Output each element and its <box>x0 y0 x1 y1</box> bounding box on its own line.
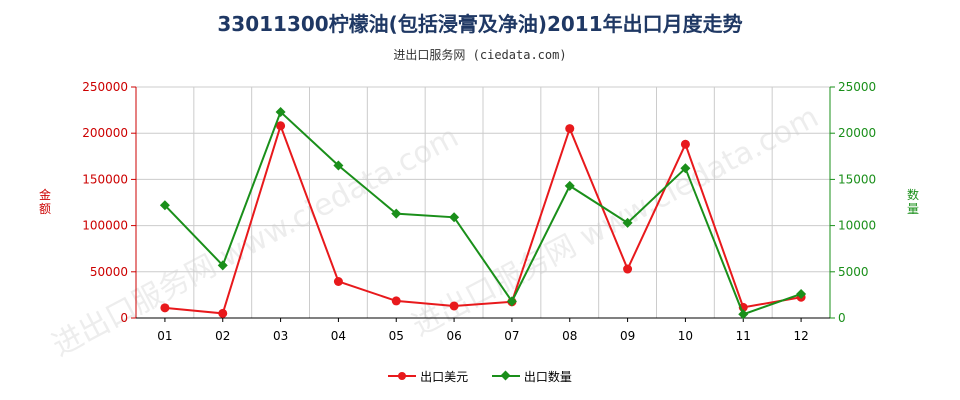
series-1-point-3 <box>333 160 344 171</box>
legend-label-export-value: 出口美元 <box>420 369 469 384</box>
right-tick-label-0: 0 <box>838 311 846 325</box>
grid <box>135 86 831 319</box>
right-axis-label: 数量 <box>906 188 919 216</box>
x-tick-label-11: 12 <box>793 329 808 343</box>
series-0-point-2 <box>276 121 286 131</box>
x-tick-label-9: 10 <box>678 329 693 343</box>
x-tick-label-0: 01 <box>157 329 172 343</box>
series <box>159 106 807 320</box>
right-tick-label-5: 25000 <box>838 80 876 94</box>
legend-item-export-qty[interactable]: 出口数量 <box>491 368 572 385</box>
right-tick-label-1: 5000 <box>838 265 869 279</box>
series-1-point-10 <box>738 309 749 320</box>
left-tick-label-5: 250000 <box>82 80 128 94</box>
legend-label-export-qty: 出口数量 <box>523 369 572 384</box>
x-tick-label-1: 02 <box>215 329 230 343</box>
series-line-1 <box>164 110 802 316</box>
x-tick-label-10: 11 <box>736 329 751 343</box>
series-0-point-4 <box>391 296 401 306</box>
left-tick-label-2: 100000 <box>82 219 128 233</box>
left-tick-label-1: 50000 <box>90 265 128 279</box>
series-1-point-0 <box>159 200 170 211</box>
series-0-point-5 <box>449 301 459 311</box>
watermark-text-0: 进出口服务网 www.ciedata.com <box>47 119 465 363</box>
series-0-point-0 <box>160 303 170 313</box>
left-tick-label-0: 0 <box>120 311 128 325</box>
x-tick-label-7: 08 <box>562 329 577 343</box>
left-tick-label-3: 150000 <box>82 172 128 186</box>
chart-subtitle: 进出口服务网 (ciedata.com) <box>393 48 567 62</box>
series-1-point-7 <box>564 180 575 191</box>
series-1-point-4 <box>391 208 402 219</box>
series-1-point-9 <box>680 163 691 174</box>
series-1-point-6 <box>506 296 517 307</box>
left-tick-label-4: 200000 <box>82 126 128 140</box>
legend-item-export-value[interactable]: 出口美元 <box>388 368 468 385</box>
series-1-point-2 <box>275 106 286 117</box>
chart-title: 33011300柠檬油(包括浸膏及净油)2011年出口月度走势 <box>217 12 743 36</box>
x-tick-label-8: 09 <box>620 329 635 343</box>
series-1-point-8 <box>622 217 633 228</box>
series-line-0 <box>164 122 802 315</box>
x-tick-label-3: 04 <box>331 329 346 343</box>
legend: 出口美元 出口数量 <box>0 366 960 385</box>
x-tick-label-2: 03 <box>273 329 288 343</box>
axes: 0 50000 100000 150000 200000 250000 0 5000 10000… <box>82 80 876 343</box>
series-0-point-9 <box>680 139 690 149</box>
series-0-point-1 <box>218 308 228 318</box>
right-tick-label-2: 10000 <box>838 219 876 233</box>
x-tick-label-6: 07 <box>504 329 519 343</box>
series-0-point-7 <box>565 124 575 134</box>
right-tick-label-4: 20000 <box>838 126 876 140</box>
x-tick-label-5: 06 <box>446 329 461 343</box>
legend-line-green <box>491 370 520 381</box>
series-0-point-3 <box>333 277 343 287</box>
right-tick-label-3: 15000 <box>838 172 876 186</box>
left-axis-label: 金额 <box>38 188 51 216</box>
x-tick-label-4: 05 <box>389 329 404 343</box>
series-1-point-11 <box>796 288 807 299</box>
legend-line-red <box>388 372 417 380</box>
series-1-point-5 <box>449 212 460 223</box>
series-1-point-1 <box>217 260 228 271</box>
series-0-point-8 <box>623 264 633 274</box>
